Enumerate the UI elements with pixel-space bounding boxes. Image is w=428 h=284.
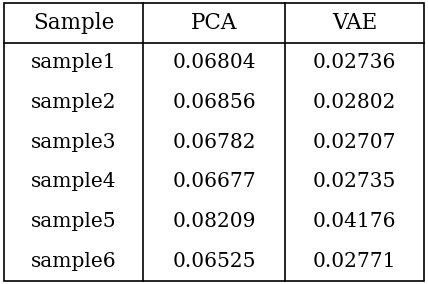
Text: 0.02802: 0.02802 xyxy=(313,93,396,112)
Text: sample5: sample5 xyxy=(31,212,116,231)
Text: PCA: PCA xyxy=(191,12,237,34)
Text: 0.08209: 0.08209 xyxy=(172,212,256,231)
Text: 0.02735: 0.02735 xyxy=(313,172,396,191)
Text: 0.02736: 0.02736 xyxy=(313,53,396,72)
Text: Sample: Sample xyxy=(33,12,114,34)
Text: sample2: sample2 xyxy=(31,93,116,112)
Text: 0.06782: 0.06782 xyxy=(172,133,256,151)
Text: 0.06677: 0.06677 xyxy=(172,172,256,191)
Text: 0.06804: 0.06804 xyxy=(172,53,256,72)
Text: sample3: sample3 xyxy=(31,133,116,151)
Text: sample6: sample6 xyxy=(31,252,116,271)
Text: 0.06525: 0.06525 xyxy=(172,252,256,271)
Text: VAE: VAE xyxy=(332,12,377,34)
Text: 0.04176: 0.04176 xyxy=(313,212,396,231)
Text: 0.06856: 0.06856 xyxy=(172,93,256,112)
Text: 0.02707: 0.02707 xyxy=(313,133,396,151)
Text: 0.02771: 0.02771 xyxy=(313,252,396,271)
Text: sample4: sample4 xyxy=(31,172,116,191)
Text: sample1: sample1 xyxy=(31,53,116,72)
